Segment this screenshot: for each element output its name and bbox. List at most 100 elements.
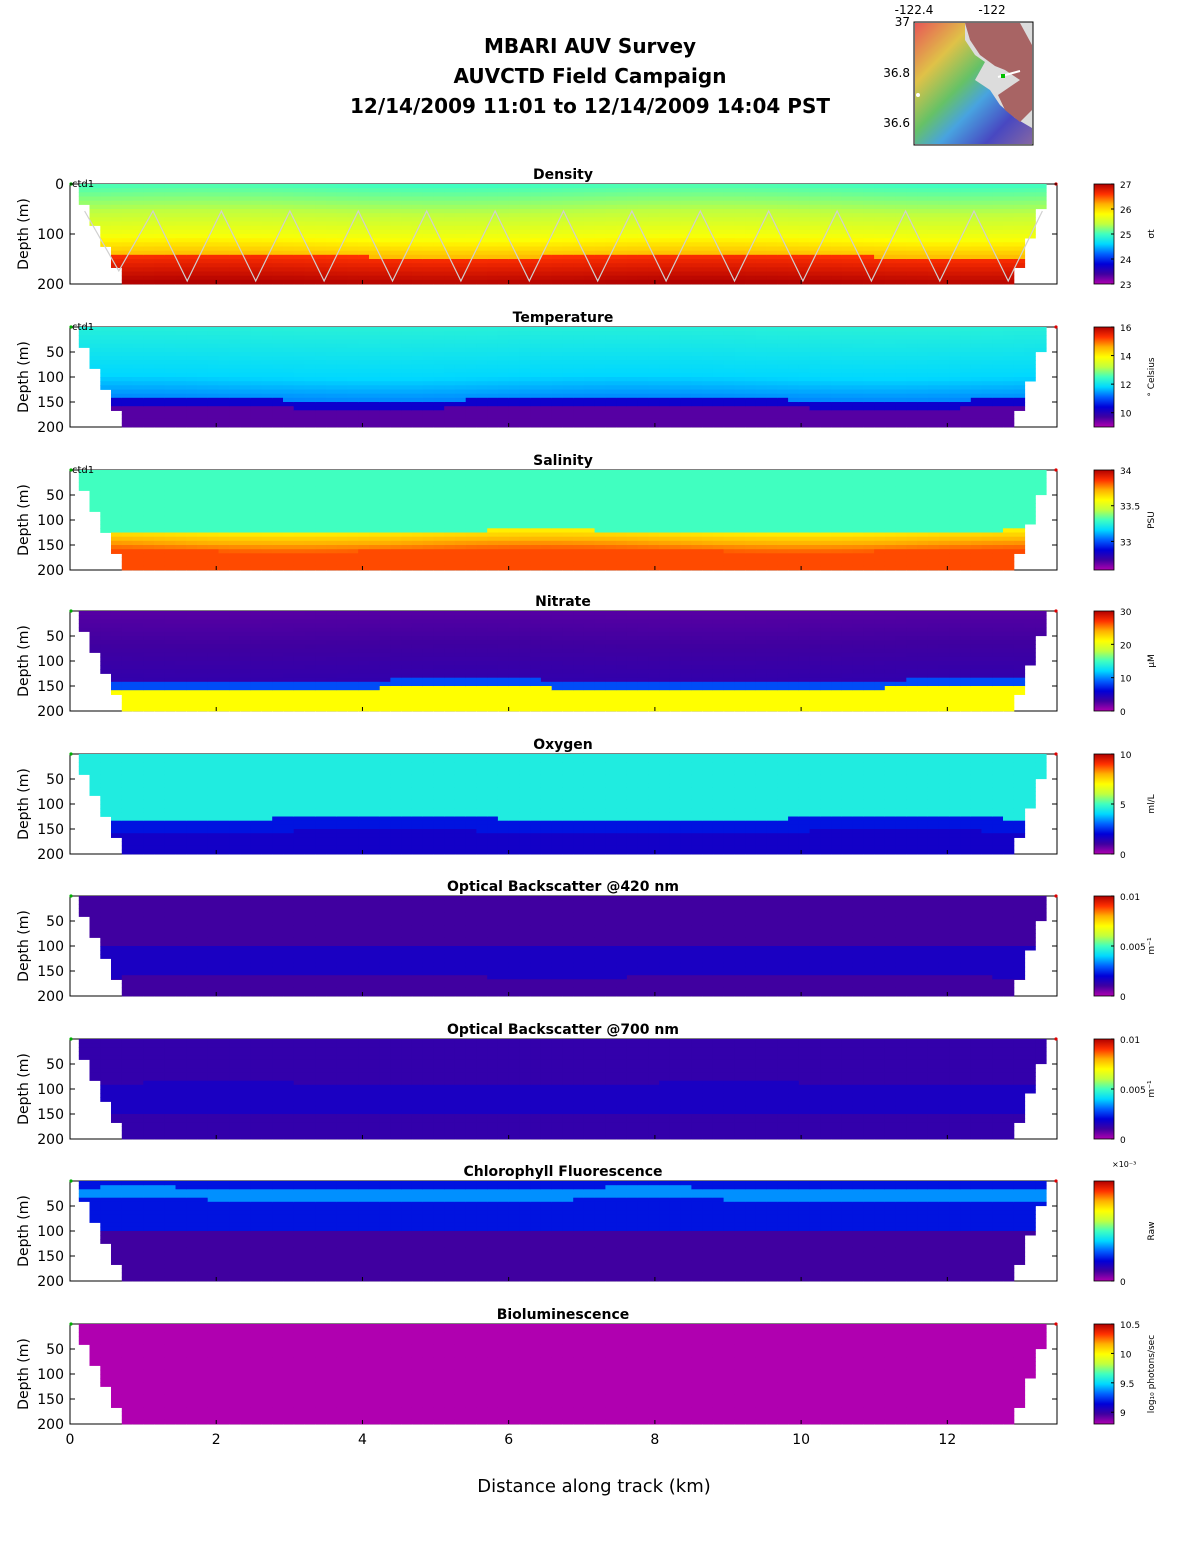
section-cell xyxy=(476,377,488,382)
section-cell xyxy=(293,381,305,386)
section-cell xyxy=(691,267,703,272)
section-cell xyxy=(261,267,273,272)
section-cell xyxy=(347,267,359,272)
section-cell xyxy=(293,410,305,415)
section-cell xyxy=(852,327,864,332)
section-cell xyxy=(970,275,983,281)
section-cell xyxy=(884,418,897,424)
section-cell xyxy=(154,347,166,353)
section-cell xyxy=(315,381,327,386)
section-cell xyxy=(401,549,413,554)
section-cell xyxy=(175,331,187,336)
section-cell xyxy=(154,229,166,235)
section-cell xyxy=(745,343,757,349)
section-cell xyxy=(143,259,155,264)
section-cell xyxy=(938,184,950,189)
section-cell xyxy=(895,406,907,411)
section-cell xyxy=(369,520,381,525)
section-cell xyxy=(594,335,606,340)
section-cell xyxy=(390,331,402,336)
section-cell xyxy=(154,478,166,483)
section-cell xyxy=(616,259,628,264)
section-cell xyxy=(820,389,832,395)
section-cell xyxy=(1003,242,1015,247)
section-cell xyxy=(669,347,682,353)
section-cell xyxy=(745,242,757,247)
section-cell xyxy=(465,213,477,218)
section-cell xyxy=(755,335,768,340)
section-cell xyxy=(798,209,811,214)
section-cell xyxy=(347,470,359,475)
section-cell xyxy=(154,474,166,479)
section-cell xyxy=(250,200,262,206)
section-cell xyxy=(476,196,488,202)
section-cell xyxy=(927,385,940,390)
section-cell xyxy=(841,225,854,231)
section-cell xyxy=(175,507,187,513)
section-cell xyxy=(261,540,273,546)
section-cell xyxy=(240,495,252,500)
section-cell xyxy=(261,352,273,357)
section-cell xyxy=(798,242,811,247)
section-cell xyxy=(949,234,961,239)
section-cell xyxy=(1003,254,1015,260)
section-cell xyxy=(379,397,391,403)
section-cell xyxy=(175,352,187,357)
section-cell xyxy=(121,540,134,546)
section-cell xyxy=(304,499,316,504)
section-cell xyxy=(712,229,725,235)
section-cell xyxy=(874,184,886,189)
section-cell xyxy=(863,339,875,345)
section-cell xyxy=(250,515,262,521)
section-cell xyxy=(895,213,907,218)
section-cell xyxy=(949,263,961,268)
section-cell xyxy=(648,200,660,206)
section-cell xyxy=(315,250,327,256)
section-cell xyxy=(616,377,628,382)
section-cell xyxy=(89,343,101,349)
section-cell xyxy=(981,422,993,428)
section-cell xyxy=(659,331,671,336)
section-cell xyxy=(1013,225,1026,231)
section-cell xyxy=(927,397,940,403)
section-cell xyxy=(250,263,262,268)
section-cell xyxy=(519,377,531,382)
section-cell xyxy=(917,263,929,268)
section-cell xyxy=(390,238,402,243)
section-cell xyxy=(680,347,692,353)
section-cell xyxy=(465,209,477,214)
section-cell xyxy=(358,271,370,277)
section-cell xyxy=(358,482,370,488)
section-cell xyxy=(326,528,338,533)
section-cell xyxy=(605,254,617,260)
section-cell xyxy=(250,356,262,361)
section-cell xyxy=(766,335,778,340)
section-cell xyxy=(132,486,144,492)
section-cell xyxy=(369,221,381,227)
section-cell xyxy=(906,327,918,332)
section-cell xyxy=(648,343,660,349)
section-cell xyxy=(240,532,252,538)
section-cell xyxy=(1013,192,1026,197)
section-cell xyxy=(874,200,886,206)
section-cell xyxy=(960,271,972,277)
section-cell xyxy=(336,234,348,239)
section-cell xyxy=(487,406,499,411)
section-cell xyxy=(261,372,273,378)
section-cell xyxy=(250,217,262,222)
section-cell xyxy=(336,229,348,235)
section-cell xyxy=(186,229,198,235)
section-cell xyxy=(379,490,391,496)
section-cell xyxy=(519,250,531,256)
section-cell xyxy=(874,372,886,378)
section-cell xyxy=(551,213,563,218)
section-cell xyxy=(637,343,649,349)
section-cell xyxy=(519,263,531,268)
section-cell xyxy=(831,246,843,252)
section-cell xyxy=(261,279,273,285)
section-cell xyxy=(240,225,252,231)
section-cell xyxy=(938,250,950,256)
section-cell xyxy=(970,402,983,407)
section-cell xyxy=(261,229,273,235)
section-cell xyxy=(283,271,295,277)
